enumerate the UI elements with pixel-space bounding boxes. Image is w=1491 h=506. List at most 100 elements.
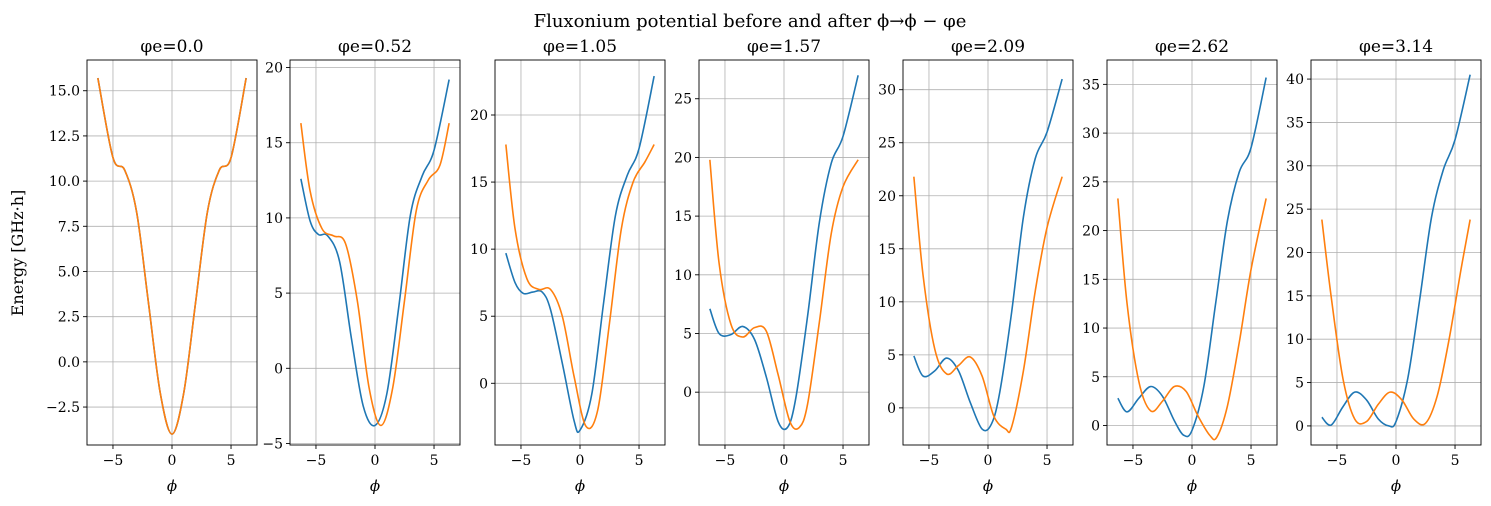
y-tick-label: 10	[265, 211, 283, 227]
x-tick-label: −5	[919, 453, 940, 469]
orange-potential-line	[913, 176, 1063, 434]
y-tick-label: 2.5	[58, 310, 80, 326]
x-tick-label: 0	[1392, 453, 1401, 469]
orange-potential-line	[300, 122, 450, 427]
subplot-6: −5 0 5 0 5 10 15 20 25 30 35 ϕ φe=2.62	[1082, 37, 1278, 495]
y-tick-label: 7.5	[58, 219, 80, 235]
y-tick-label: 5	[479, 309, 488, 325]
y-tick-label: 10	[674, 268, 692, 284]
y-tick-label: 5	[887, 348, 896, 364]
subplot-7: −5 0 5 0 5 10 15 20 25 30 35 40 ϕ φe=3.14	[1286, 37, 1482, 495]
x-tick-label: 5	[1043, 453, 1052, 469]
y-tick-label: 0	[479, 376, 488, 392]
orange-potential-line	[1117, 198, 1267, 441]
series-group	[97, 77, 247, 435]
y-tick-label: 10	[1082, 321, 1100, 337]
orange-potential-line	[97, 77, 247, 435]
subplot-title: φe=2.09	[951, 37, 1025, 57]
y-tick-label: 15	[1286, 289, 1304, 305]
subplot-title: φe=1.57	[747, 37, 821, 57]
blue-potential-line	[913, 78, 1063, 432]
x-axis-label: ϕ	[575, 477, 585, 495]
x-tick-label: −5	[103, 453, 124, 469]
y-tick-label: 10	[470, 242, 488, 258]
y-axis-label: Energy [GHz·h]	[8, 190, 27, 317]
y-tick-label: 25	[674, 92, 692, 108]
x-tick-label: 5	[1451, 453, 1460, 469]
x-axis-label: ϕ	[370, 477, 380, 495]
y-tick-label: 25	[1286, 202, 1304, 218]
y-tick-label: 0	[683, 385, 692, 401]
y-tick-label: 0	[887, 401, 896, 417]
x-tick-label: 0	[168, 453, 177, 469]
x-axis-label: ϕ	[983, 477, 993, 495]
x-tick-label: −5	[1327, 453, 1348, 469]
subplot-5: −5 0 5 0 5 10 15 20 25 30 ϕ φe=2.09	[878, 37, 1074, 495]
figure-title: Fluxonium potential before and after ϕ→ϕ…	[534, 11, 967, 32]
y-tick-label: 25	[878, 136, 896, 152]
x-tick-label: −5	[306, 453, 327, 469]
y-tick-label: 20	[674, 150, 692, 166]
x-tick-label: −5	[715, 453, 736, 469]
y-tick-label: 35	[1286, 115, 1304, 131]
y-tick-label: 10	[1286, 332, 1304, 348]
x-tick-label: 5	[430, 453, 439, 469]
y-tick-label: 0.0	[58, 355, 80, 371]
x-tick-label: 0	[576, 453, 585, 469]
x-axis-label: ϕ	[1391, 477, 1401, 495]
y-tick-label: −5	[262, 436, 283, 452]
x-axis-label: ϕ	[167, 477, 177, 495]
x-axis-label: ϕ	[1187, 477, 1197, 495]
y-tick-label: −2.5	[46, 400, 80, 416]
subplot-title: φe=2.62	[1155, 37, 1229, 57]
y-tick-label: 10.0	[49, 174, 80, 190]
blue-potential-line	[709, 75, 859, 431]
y-tick-label: 15	[1082, 272, 1100, 288]
y-tick-label: 15	[470, 175, 488, 191]
subplot-4: −5 0 5 0 5 10 15 20 25 ϕ φe=1.57	[674, 37, 870, 495]
y-tick-label: 0	[274, 361, 283, 377]
orange-potential-line	[709, 159, 859, 430]
x-tick-label: 5	[839, 453, 848, 469]
y-tick-label: 40	[1286, 72, 1304, 88]
blue-potential-line	[1321, 74, 1471, 428]
y-tick-label: 15	[674, 209, 692, 225]
blue-potential-line	[1117, 77, 1267, 438]
series-group	[913, 78, 1063, 434]
subplot-title: φe=3.14	[1359, 37, 1433, 57]
x-tick-label: −5	[511, 453, 532, 469]
orange-potential-line	[1321, 219, 1471, 426]
y-tick-label: 30	[1286, 159, 1304, 175]
blue-potential-line	[505, 75, 655, 434]
y-tick-label: 30	[1082, 126, 1100, 142]
subplots-container: −5 0 5−2.50.02.55.07.510.012.515.0ϕφe=0.0−…	[46, 37, 1482, 495]
y-tick-label: 0	[1091, 419, 1100, 435]
y-tick-label: 15.0	[49, 84, 80, 100]
y-tick-label: 15	[878, 242, 896, 258]
y-tick-label: 5	[683, 326, 692, 342]
x-tick-label: 0	[1188, 453, 1197, 469]
y-tick-label: 0	[1295, 419, 1304, 435]
y-tick-label: 5	[274, 286, 283, 302]
y-tick-label: 15	[265, 136, 283, 152]
y-tick-label: 5	[1295, 376, 1304, 392]
y-tick-label: 12.5	[49, 129, 80, 145]
blue-potential-line	[300, 79, 450, 427]
x-tick-label: 0	[371, 453, 380, 469]
y-tick-label: 20	[265, 61, 283, 77]
x-tick-label: 0	[984, 453, 993, 469]
subplot-title: φe=0.52	[338, 37, 412, 57]
orange-potential-line	[505, 144, 655, 430]
y-tick-label: 20	[1082, 224, 1100, 240]
subplot-3: −5 0 5 0 5 10 15 20 ϕ φe=1.05	[470, 37, 666, 495]
y-tick-label: 30	[878, 83, 896, 99]
series-group	[1117, 77, 1267, 441]
series-group	[505, 75, 655, 434]
subplot-title: φe=1.05	[543, 37, 617, 57]
subplot-title: φe=0.0	[140, 37, 203, 57]
x-axis-label: ϕ	[779, 477, 789, 495]
y-tick-label: 10	[878, 295, 896, 311]
y-tick-label: 35	[1082, 77, 1100, 93]
